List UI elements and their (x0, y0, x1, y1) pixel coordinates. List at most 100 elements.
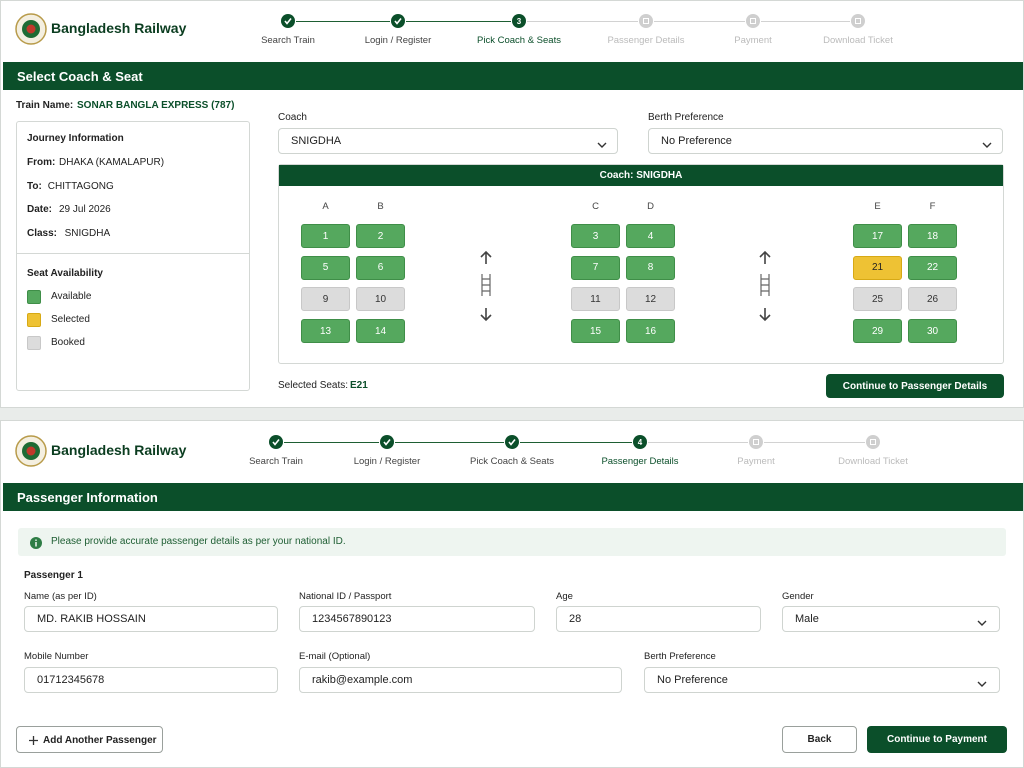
seat[interactable]: 8 (626, 255, 675, 280)
field-label: Name (as per ID) (24, 591, 97, 602)
passenger-panel: Bangladesh Railway Search Train Login / Re… (0, 420, 1024, 768)
step-connector (520, 442, 632, 443)
step-label: Login / Register (353, 456, 421, 467)
back-button[interactable]: Back (782, 726, 857, 753)
input-field[interactable]: 01712345678 (24, 667, 278, 693)
seat[interactable]: 1 (301, 224, 350, 248)
journey-value: DHAKA (KAMALAPUR) (59, 157, 165, 168)
add-passenger-text: Add Another Passenger (43, 735, 157, 746)
seat[interactable]: 15 (571, 319, 620, 344)
step-circle: 3 (512, 14, 526, 28)
seat[interactable]: 7 (571, 255, 620, 280)
chevron (982, 139, 992, 151)
step-circle (746, 14, 760, 28)
field-label: Mobile Number (24, 651, 89, 662)
step-connector (654, 21, 745, 22)
field-label: Berth Preference (644, 651, 716, 662)
seat[interactable]: 29 (853, 319, 902, 344)
legend-label: Available (51, 291, 92, 302)
step-label: Download Ticket (838, 456, 908, 467)
step-connector (761, 21, 850, 22)
step-label: Payment (734, 35, 772, 46)
legend-swatch (27, 336, 41, 350)
berth-select[interactable]: No Preference (648, 128, 1003, 154)
seat[interactable]: 13 (301, 319, 350, 344)
step-circle (851, 14, 865, 28)
seat[interactable]: 22 (908, 255, 957, 280)
select-field[interactable]: No Preference (644, 667, 1000, 693)
logo (15, 13, 47, 45)
journey-value: CHITTAGONG (47, 180, 114, 192)
coach-map: Coach: SNIGDHA A B 1 2 5 6 9 10 13 14 C D 3 4 7 8 11 12 15 1… (278, 164, 1004, 364)
column-letter: E (874, 201, 881, 212)
input-field[interactable]: 28 (556, 606, 761, 632)
availability-title: Seat Availability (27, 268, 103, 279)
journey-label: To: (27, 180, 42, 192)
input-field[interactable]: MD. RAKIB HOSSAIN (24, 606, 278, 632)
coach-header: Coach: SNIGDHA (279, 165, 1003, 186)
seat[interactable]: 4 (626, 224, 675, 248)
input-field[interactable]: rakib@example.com (299, 667, 622, 693)
plus-icon (29, 736, 38, 748)
legend-swatch (27, 313, 41, 327)
step-label: Search Train (249, 456, 303, 467)
legend-label: Booked (51, 337, 85, 348)
seat[interactable]: 14 (356, 319, 405, 344)
field-label: National ID / Passport (299, 591, 392, 602)
journey-label: Date: (27, 204, 53, 216)
column-letter: F (929, 201, 936, 212)
add-passenger-button[interactable]: Add Another Passenger (16, 726, 163, 753)
seat: 10 (356, 287, 405, 312)
berth-label: Berth Preference (648, 112, 724, 123)
brand: Bangladesh Railway (51, 442, 187, 458)
train-name-label: Train Name: (16, 100, 74, 111)
step-connector (764, 442, 865, 443)
step-label: Search Train (261, 35, 315, 46)
divider (17, 253, 249, 254)
field-label: E-mail (Optional) (299, 651, 371, 662)
seat: 11 (571, 287, 620, 312)
continue-button[interactable]: Continue to Passenger Details (826, 374, 1004, 398)
chevron (597, 139, 607, 151)
legend-label: Selected (51, 314, 90, 325)
coach-select[interactable]: SNIGDHA (278, 128, 618, 154)
field-label: Age (556, 591, 573, 602)
step-circle (269, 435, 283, 449)
step-label: Passenger Details (601, 456, 679, 467)
input-field[interactable]: 1234567890123 (299, 606, 535, 632)
seat[interactable]: 2 (356, 224, 405, 248)
seat[interactable]: 16 (626, 319, 675, 344)
step-connector (648, 442, 748, 443)
journey-label: From: (27, 157, 56, 168)
seat: 25 (853, 287, 902, 312)
seat[interactable]: 5 (301, 255, 350, 280)
seat[interactable]: 18 (908, 224, 957, 248)
select-field[interactable]: Male (782, 606, 1000, 632)
step-connector (284, 442, 379, 443)
notice: Please provide accurate passenger detail… (18, 528, 1006, 556)
seat[interactable]: 3 (571, 224, 620, 248)
selected-seats: E21 (350, 380, 368, 391)
step-connector (296, 21, 390, 22)
step-circle (380, 435, 394, 449)
step-connector (406, 21, 511, 22)
field-label: Gender (782, 591, 814, 602)
step-circle (391, 14, 405, 28)
seat: 9 (301, 287, 350, 312)
continue-button[interactable]: Continue to Payment (867, 726, 1007, 753)
step-label: Login / Register (364, 35, 432, 46)
seat[interactable]: 17 (853, 224, 902, 248)
journey-value: SNIGDHA (64, 228, 111, 240)
step-connector (527, 21, 638, 22)
coach-label: Coach (278, 112, 307, 123)
seat[interactable]: 6 (356, 255, 405, 280)
info-icon (30, 536, 42, 554)
seat[interactable]: 30 (908, 319, 957, 344)
passenger-title: Passenger 1 (24, 570, 83, 581)
journey-title: Journey Information (27, 133, 124, 144)
section-title: Passenger Information (3, 483, 1023, 511)
seat[interactable]: 21 (853, 255, 902, 280)
chevron (977, 617, 987, 629)
step-label: Pick Coach & Seats (477, 35, 561, 46)
